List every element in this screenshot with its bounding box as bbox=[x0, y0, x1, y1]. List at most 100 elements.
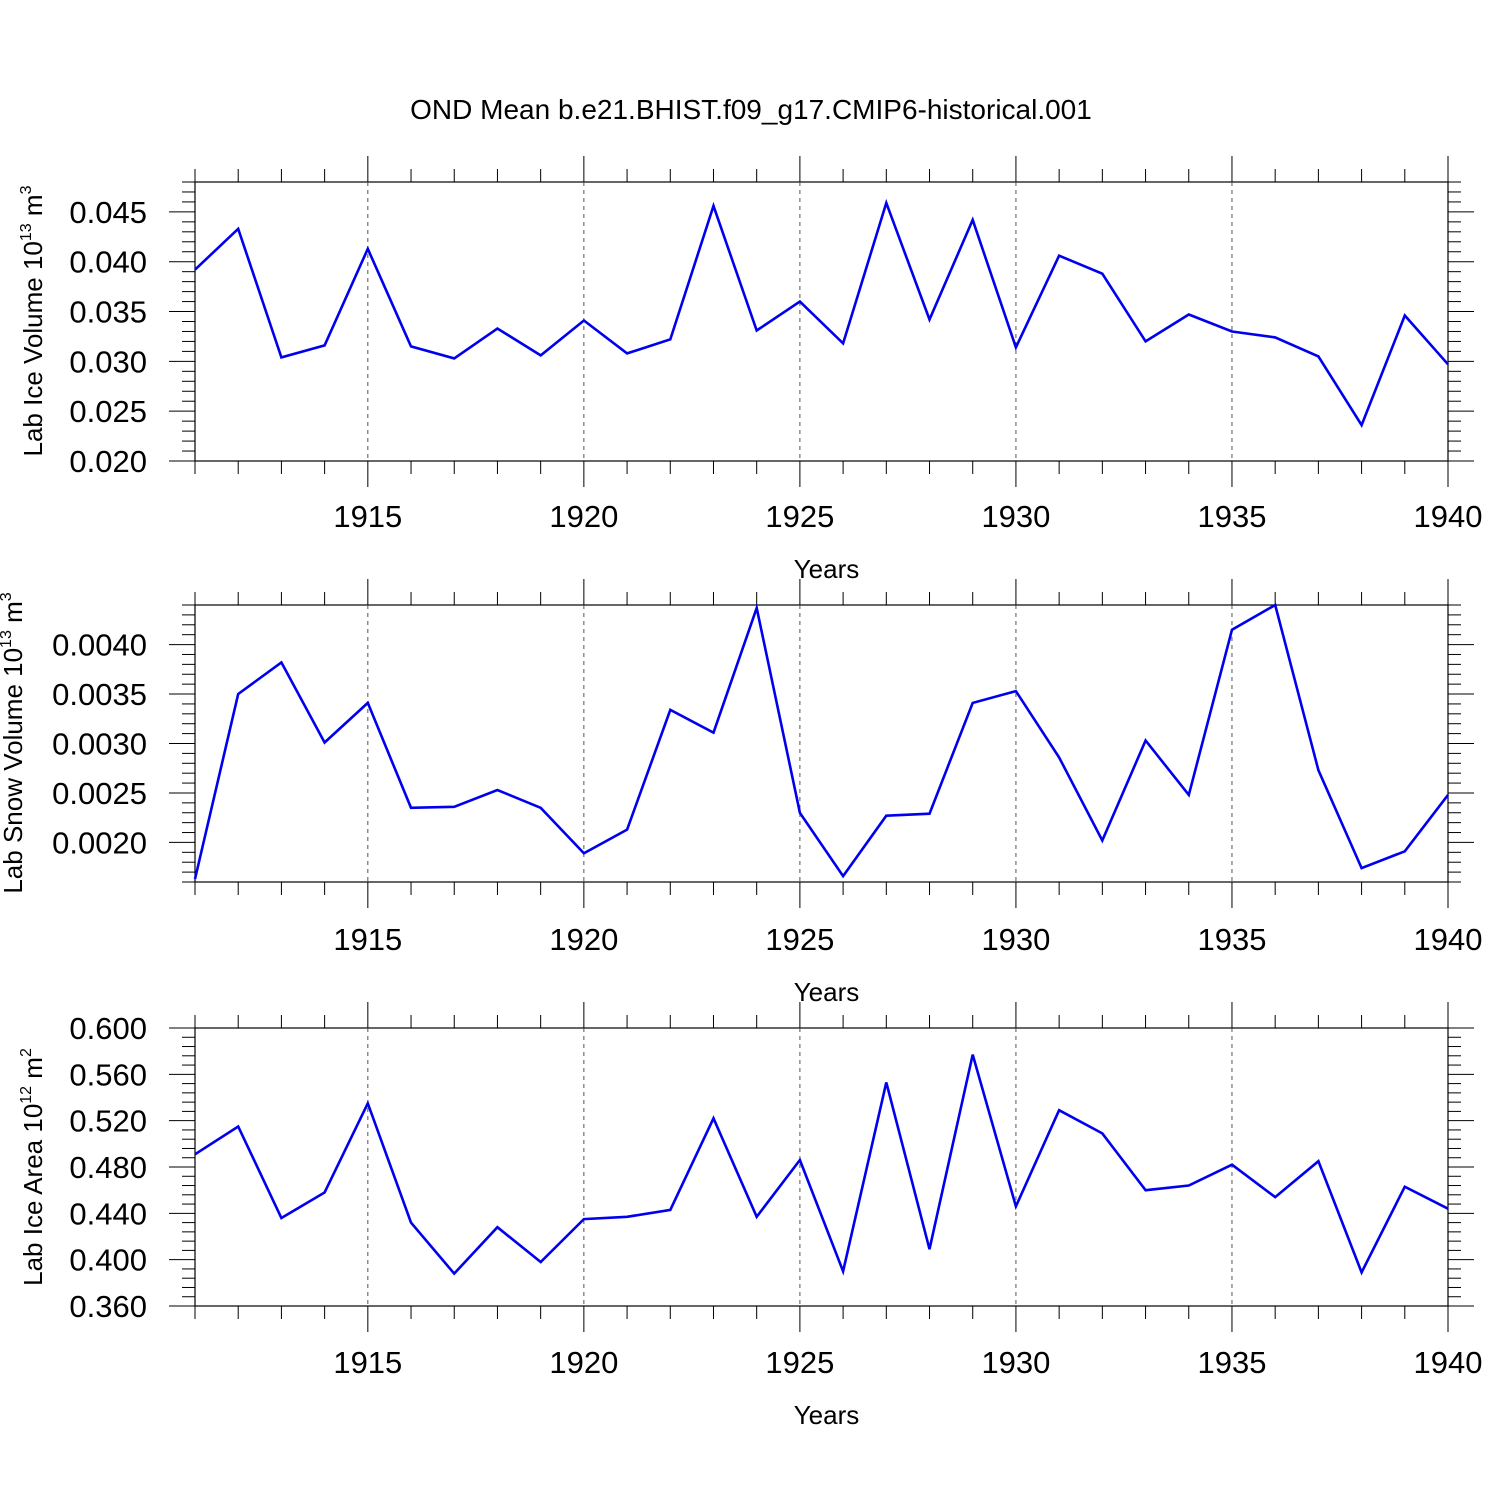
data-point bbox=[1230, 329, 1234, 333]
data-point bbox=[1100, 272, 1104, 276]
data-point bbox=[711, 204, 715, 208]
y-tick-label: 0.0035 bbox=[52, 677, 147, 712]
x-tick-label: 1935 bbox=[1197, 922, 1266, 957]
x-axis-label: Years bbox=[794, 554, 860, 584]
data-point bbox=[668, 1208, 672, 1212]
y-tick-label: 0.0025 bbox=[52, 776, 147, 811]
y-tick-label: 0.600 bbox=[69, 1011, 147, 1046]
y-tick-label: 0.400 bbox=[69, 1243, 147, 1278]
panel-3: 1915 1920 1925 1930 1935 1940 Years 0.360 0.400 0… bbox=[18, 1002, 1482, 1430]
data-point bbox=[1403, 314, 1407, 318]
data-point bbox=[711, 731, 715, 735]
y-axis-label: Lab Ice Volume 1013 m3 bbox=[18, 185, 48, 456]
data-point bbox=[1014, 345, 1018, 349]
x-tick-label: 1920 bbox=[549, 922, 618, 957]
y-tick-label: 0.440 bbox=[69, 1196, 147, 1231]
data-point bbox=[366, 1101, 370, 1105]
y-tick-label: 0.020 bbox=[69, 444, 147, 479]
data-point bbox=[1403, 849, 1407, 853]
x-tick-label: 1915 bbox=[333, 922, 402, 957]
data-point bbox=[1273, 335, 1277, 339]
data-point bbox=[366, 247, 370, 251]
data-point bbox=[1230, 628, 1234, 632]
data-point bbox=[409, 344, 413, 348]
data-point bbox=[495, 788, 499, 792]
data-point bbox=[1187, 793, 1191, 797]
data-point bbox=[236, 1124, 240, 1128]
data-point bbox=[236, 692, 240, 696]
series-line bbox=[193, 603, 1450, 880]
panel-2: 1915 1920 1925 1930 1935 1940 Years 0.0020 0.002… bbox=[0, 579, 1482, 1007]
data-point bbox=[841, 874, 845, 878]
data-point bbox=[495, 1225, 499, 1229]
x-tick-label: 1925 bbox=[765, 1345, 834, 1380]
x-tick-label: 1935 bbox=[1197, 1345, 1266, 1380]
data-point bbox=[1360, 423, 1364, 427]
data-point bbox=[366, 701, 370, 705]
x-tick-label: 1915 bbox=[333, 1345, 402, 1380]
data-point bbox=[625, 828, 629, 832]
x-tick-label: 1915 bbox=[333, 499, 402, 534]
data-point bbox=[1100, 838, 1104, 842]
data-point bbox=[1014, 689, 1018, 693]
data-point bbox=[582, 851, 586, 855]
y-tick-label: 0.045 bbox=[69, 195, 147, 230]
y-tick-label: 0.040 bbox=[69, 245, 147, 280]
x-tick-label: 1935 bbox=[1197, 499, 1266, 534]
data-point bbox=[279, 1216, 283, 1220]
x-tick-label: 1930 bbox=[981, 1345, 1050, 1380]
data-point bbox=[1446, 362, 1450, 366]
data-point bbox=[1057, 254, 1061, 258]
data-point bbox=[582, 319, 586, 323]
panel-1: 1915 1920 1925 1930 1935 1940 Years 0.020 0.025 0… bbox=[18, 156, 1482, 584]
data-point bbox=[1446, 793, 1450, 797]
data-point bbox=[971, 1053, 975, 1057]
data-point bbox=[798, 300, 802, 304]
data-point bbox=[1230, 1163, 1234, 1167]
data-point bbox=[625, 1215, 629, 1219]
data-point bbox=[1403, 1185, 1407, 1189]
data-point bbox=[279, 660, 283, 664]
data-point bbox=[884, 201, 888, 205]
data-point bbox=[193, 1152, 197, 1156]
data-point bbox=[884, 1080, 888, 1084]
data-point bbox=[323, 1190, 327, 1194]
data-point bbox=[582, 1217, 586, 1221]
series-line bbox=[194, 198, 1449, 428]
data-point bbox=[452, 1272, 456, 1276]
data-point bbox=[193, 268, 197, 272]
data-point bbox=[539, 806, 543, 810]
data-point bbox=[323, 343, 327, 347]
data-point bbox=[971, 218, 975, 222]
data-point bbox=[1316, 1159, 1320, 1163]
data-point bbox=[841, 341, 845, 345]
data-point bbox=[798, 1158, 802, 1162]
data-point bbox=[236, 227, 240, 231]
data-point bbox=[668, 337, 672, 341]
data-point bbox=[884, 814, 888, 818]
data-point bbox=[755, 606, 759, 610]
data-point bbox=[193, 877, 197, 881]
data-point bbox=[1057, 755, 1061, 759]
data-point bbox=[1144, 739, 1148, 743]
y-axis-label: Lab Snow Volume 1013 m3 bbox=[0, 592, 28, 893]
y-tick-label: 0.035 bbox=[69, 295, 147, 330]
x-tick-label: 1940 bbox=[1414, 1345, 1483, 1380]
data-point bbox=[1144, 1188, 1148, 1192]
data-point bbox=[279, 355, 283, 359]
x-tick-label: 1930 bbox=[981, 922, 1050, 957]
x-tick-label: 1940 bbox=[1414, 922, 1483, 957]
data-point bbox=[1187, 1184, 1191, 1188]
data-point bbox=[971, 701, 975, 705]
data-point bbox=[928, 1247, 932, 1251]
x-tick-label: 1925 bbox=[765, 922, 834, 957]
x-tick-label: 1920 bbox=[549, 499, 618, 534]
x-axis-label: Years bbox=[794, 1400, 860, 1430]
data-point bbox=[1057, 1108, 1061, 1112]
data-point bbox=[539, 1260, 543, 1264]
y-tick-label: 0.360 bbox=[69, 1289, 147, 1324]
data-point bbox=[1273, 1195, 1277, 1199]
y-tick-label: 0.480 bbox=[69, 1150, 147, 1185]
data-point bbox=[409, 806, 413, 810]
